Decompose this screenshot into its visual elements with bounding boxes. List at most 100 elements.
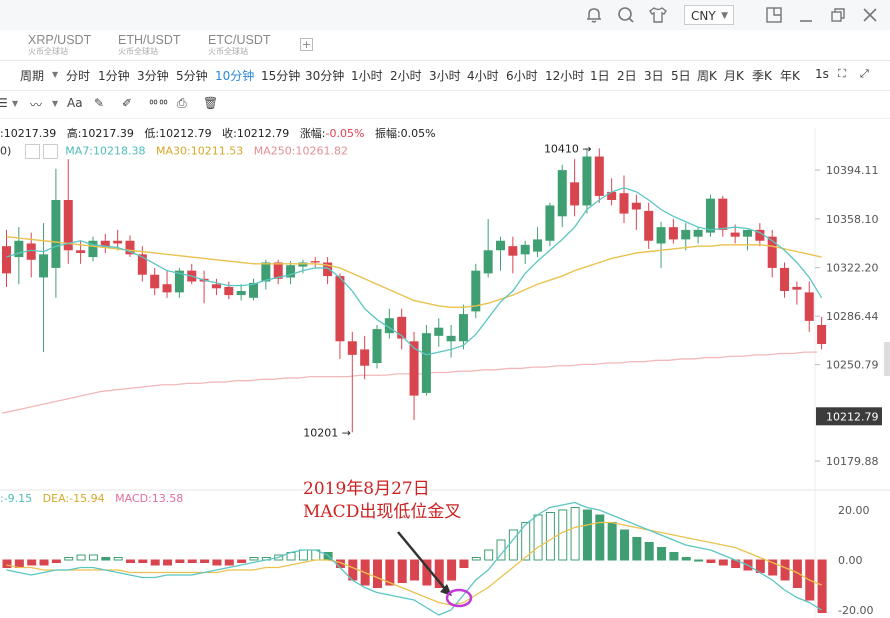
pencil-icon[interactable]: ✎ <box>94 96 105 110</box>
tab-xrp-usdt[interactable]: XRP/USDT 火币全球站 <box>28 33 118 57</box>
candle <box>286 261 296 285</box>
eye-icon[interactable] <box>24 144 40 159</box>
interval-item[interactable]: 3小时 <box>429 69 461 83</box>
macd-bar <box>138 559 148 563</box>
candle-body <box>804 292 814 321</box>
panel-resize-handle[interactable] <box>884 342 890 376</box>
chain-icon[interactable]: ᅇᅇ <box>148 98 169 112</box>
search-icon[interactable] <box>616 5 636 25</box>
interval-item[interactable]: 1日 <box>590 69 610 83</box>
interval-item[interactable]: 2小时 <box>390 69 422 83</box>
interval-item[interactable]: 6小时 <box>506 69 538 83</box>
candle <box>372 324 382 369</box>
interval-item[interactable]: 1s <box>815 67 829 81</box>
indicator-icon[interactable]: 〰 <box>30 98 43 112</box>
chevron-down-icon[interactable]: ▼ <box>52 99 59 108</box>
restore-icon[interactable] <box>828 5 848 25</box>
candle-body <box>557 170 567 217</box>
macd-bar <box>582 509 592 561</box>
shirt-icon[interactable] <box>648 5 668 25</box>
candle-body <box>434 327 444 336</box>
candle-body <box>483 250 493 274</box>
macd-bar <box>669 552 679 561</box>
macd-bar <box>768 559 778 576</box>
tab-etc-usdt[interactable]: ETC/USDT 火币全球站 <box>208 33 298 57</box>
trash-icon[interactable]: 🗑 <box>203 96 219 110</box>
candle-body <box>113 240 123 244</box>
interval-item[interactable]: 3日 <box>644 69 664 83</box>
candle-body <box>39 254 49 278</box>
current-price-label: 10212.79 <box>826 410 879 423</box>
candle <box>249 278 258 301</box>
macd-bar <box>706 559 716 563</box>
clipboard-icon[interactable]: ⎙ <box>177 96 187 110</box>
candle-body <box>249 282 258 298</box>
drawing-toolbar: ☰ ▼ 〰 ▼ Aa ✎ ✐ ᅇᅇ ⎙ 🗑 <box>0 92 890 119</box>
macd-bar <box>558 509 568 561</box>
currency-select[interactable]: CNY ▼ <box>684 5 734 25</box>
symbol-tabs: XRP/USDT 火币全球站 ETH/USDT 火币全球站 ETC/USDT 火… <box>0 30 890 61</box>
interval-item[interactable]: 5日 <box>671 69 691 83</box>
candle-body <box>14 240 24 258</box>
candle-body <box>174 270 184 293</box>
candle-body <box>545 205 555 241</box>
interval-item[interactable]: 周K <box>697 69 717 83</box>
candle <box>421 324 431 396</box>
interval-item[interactable]: 月K <box>724 69 744 83</box>
expand-icon[interactable]: ⤢ <box>860 67 869 80</box>
candle-body <box>125 240 135 255</box>
macd-bar <box>694 559 704 562</box>
macd-bar <box>88 554 98 561</box>
line-settings-icon[interactable]: ☰ <box>0 96 8 110</box>
low-value: 低:10212.79 <box>144 127 212 140</box>
brush-icon[interactable]: ✐ <box>122 96 133 110</box>
candle <box>792 281 802 305</box>
price-tick-label: 10322.20 <box>826 262 879 275</box>
interval-item[interactable]: 1分钟 <box>98 69 130 83</box>
chevron-down-icon[interactable]: ▼ <box>52 70 59 79</box>
price-tick-label: 10286.44 <box>826 310 879 323</box>
close-icon[interactable] <box>860 5 880 25</box>
candle-body <box>743 229 752 237</box>
interval-item[interactable]: 季K <box>752 69 772 83</box>
interval-item[interactable]: 分时 <box>66 69 91 83</box>
macd-bar <box>51 559 61 563</box>
candle-body <box>409 341 419 396</box>
interval-item[interactable]: 2日 <box>617 69 637 83</box>
candle <box>88 236 98 262</box>
candle-body <box>137 254 147 275</box>
minimize-icon[interactable] <box>796 5 816 25</box>
interval-item[interactable]: 年K <box>780 69 800 83</box>
macd-bar <box>817 559 827 613</box>
bell-icon[interactable] <box>584 5 604 25</box>
candle <box>619 175 629 224</box>
settings-icon[interactable] <box>43 144 59 159</box>
candle-body <box>76 250 86 253</box>
candle-body <box>780 267 790 292</box>
interval-item[interactable]: 4小时 <box>467 69 499 83</box>
candle <box>224 281 234 300</box>
candle <box>397 308 407 350</box>
candle <box>668 219 678 244</box>
interval-item-active[interactable]: 10分钟 <box>215 69 255 83</box>
candle-body <box>261 262 271 282</box>
interval-item[interactable]: 30分钟 <box>305 69 345 83</box>
add-tab-icon[interactable]: + <box>300 38 313 51</box>
interval-item[interactable]: 12小时 <box>545 69 585 83</box>
interval-item[interactable]: 15分钟 <box>261 69 301 83</box>
interval-item[interactable]: 5分钟 <box>176 69 208 83</box>
interval-item[interactable]: 3分钟 <box>137 69 169 83</box>
font-tool[interactable]: Aa <box>67 96 83 110</box>
candle <box>63 159 73 264</box>
interval-item[interactable]: 1小时 <box>351 69 383 83</box>
fullscreen-icon[interactable]: ⛶ <box>838 67 846 80</box>
chevron-down-icon[interactable]: ▼ <box>12 99 19 108</box>
candle-body <box>360 349 370 366</box>
annotation-date: 2019年8月27日 <box>303 479 430 499</box>
candle-body <box>705 198 715 233</box>
macd-bar <box>681 557 691 561</box>
tab-eth-usdt[interactable]: ETH/USDT 火币全球站 <box>118 33 208 57</box>
candle <box>113 229 123 251</box>
expand-window-icon[interactable] <box>764 5 784 25</box>
